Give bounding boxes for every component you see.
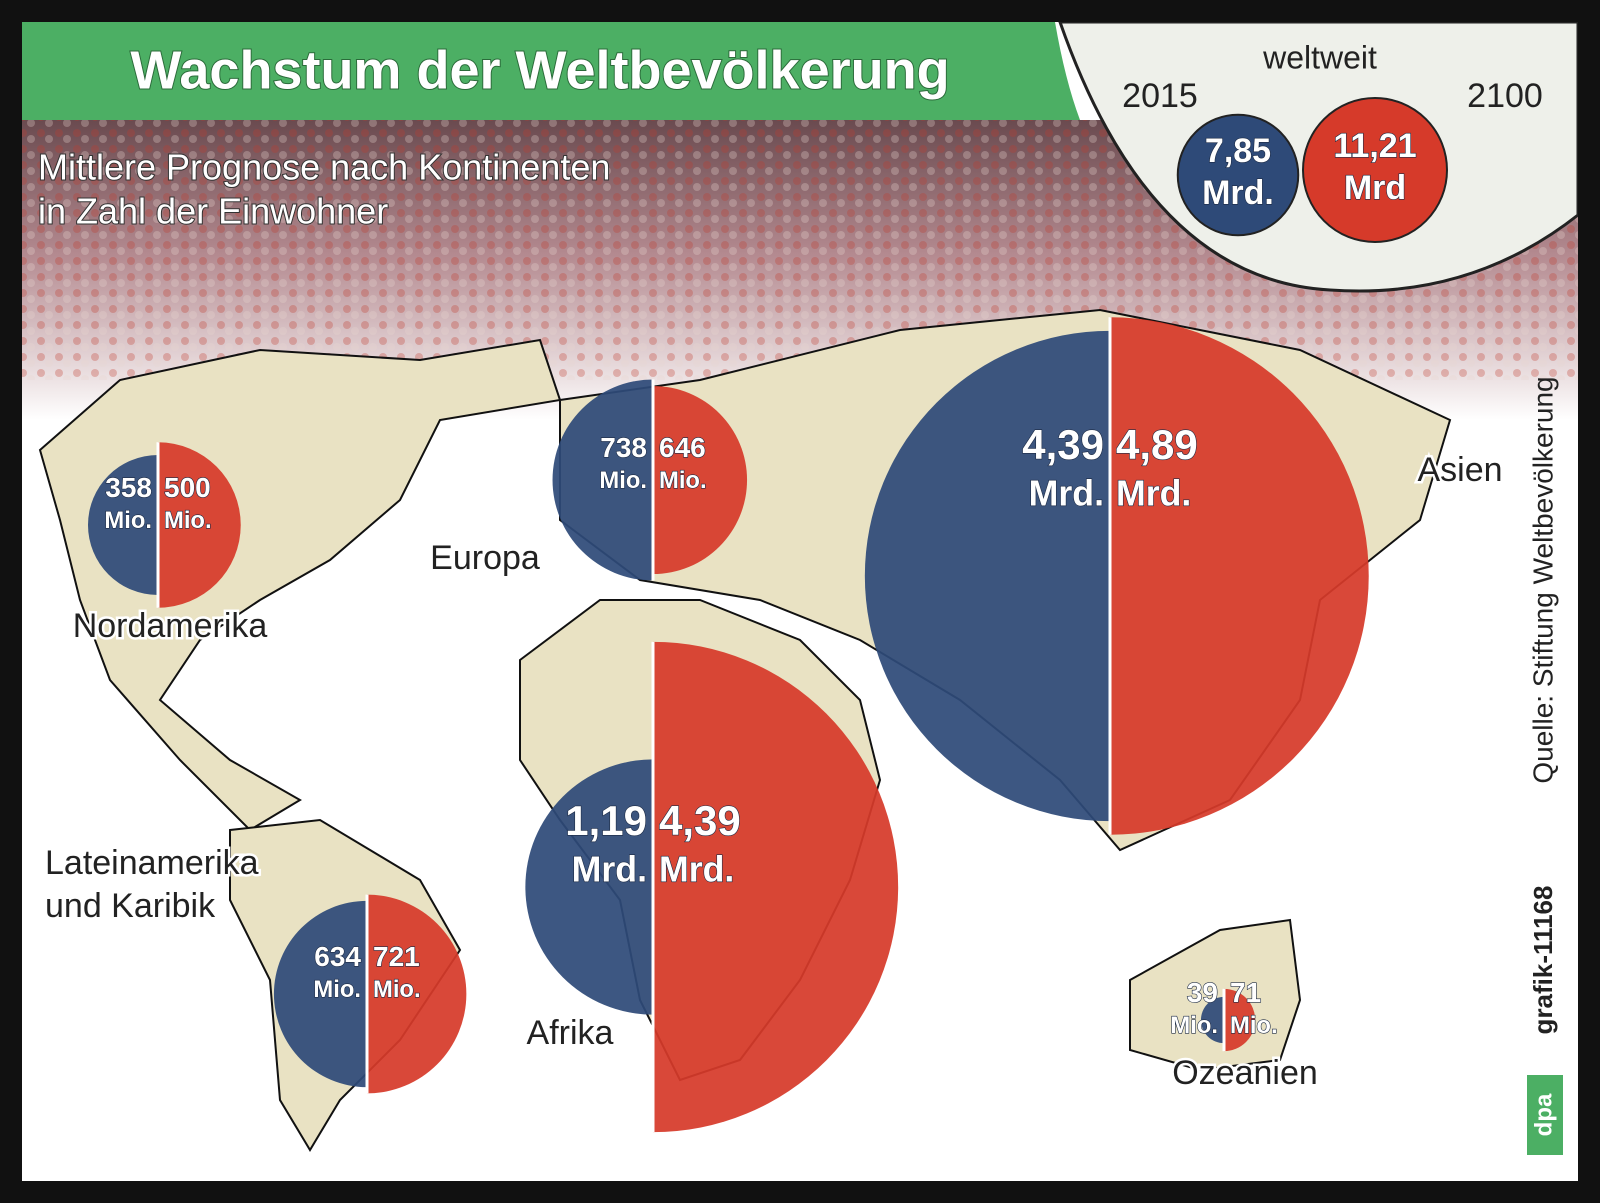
half-circle-2100 xyxy=(653,641,899,1133)
title-bar xyxy=(22,22,1080,120)
value-label: 634 xyxy=(314,941,361,972)
worldwide-label: weltweit xyxy=(1262,39,1377,75)
half-circle-2100 xyxy=(158,442,241,608)
worldwide-circles: 7,85 Mrd. 11,21 Mrd xyxy=(1176,97,1448,243)
unit-label: Mio. xyxy=(599,467,647,494)
subtitle: Mittlere Prognose nach Kontinenten xyxy=(38,147,610,188)
half-circle-2100 xyxy=(653,385,748,575)
unit-label: Mrd. xyxy=(1116,474,1191,514)
value-label: 358 xyxy=(105,472,152,503)
worldwide-circle xyxy=(1302,97,1448,243)
continent-name: Europa xyxy=(430,539,540,577)
half-circle-2015 xyxy=(525,759,653,1015)
credit: grafik-11168 xyxy=(1528,886,1558,1035)
logo-box xyxy=(1527,1075,1563,1155)
value-label: 71 xyxy=(1230,977,1261,1008)
unit-label: Mrd. xyxy=(1202,174,1274,212)
value-label: 4,39 xyxy=(1022,421,1104,468)
unit-label: Mio. xyxy=(659,467,707,494)
value-label: 1,19 xyxy=(565,797,647,844)
half-circle-2015 xyxy=(273,900,367,1088)
value-label: 738 xyxy=(600,432,647,463)
continent-name: Lateinamerika xyxy=(45,844,259,882)
value-label: 39 xyxy=(1187,977,1218,1008)
half-circle-2015 xyxy=(552,379,653,581)
value-label: 4,39 xyxy=(659,797,741,844)
year-label: 2100 xyxy=(1467,77,1543,115)
unit-label: Mrd. xyxy=(659,850,734,890)
land xyxy=(1129,918,1302,1072)
unit-label: Mrd. xyxy=(572,850,647,890)
logo: dpa xyxy=(1530,1093,1557,1136)
continent-name: Afrika xyxy=(527,1014,614,1052)
value-label: 4,89 xyxy=(1116,421,1198,468)
half-circle-2100 xyxy=(1110,317,1369,835)
unit-label: Mrd. xyxy=(1029,474,1104,514)
half-circle-2015 xyxy=(1200,996,1224,1044)
half-circle-2100 xyxy=(367,894,467,1094)
value-label: 646 xyxy=(659,432,706,463)
continent-name: Ozeanien xyxy=(1172,1054,1318,1092)
year-label: 2015 xyxy=(1122,77,1198,115)
unit-label: Mio. xyxy=(164,507,212,534)
continent-name: und Karibik xyxy=(45,887,216,925)
worldwide-circle xyxy=(1176,113,1300,237)
unit-label: Mio. xyxy=(313,976,361,1003)
subtitle: in Zahl der Einwohner xyxy=(38,191,388,232)
unit-label: Mrd xyxy=(1344,169,1406,207)
value-label: 500 xyxy=(164,472,211,503)
value-label: 721 xyxy=(373,941,420,972)
value-label: 11,21 xyxy=(1333,127,1416,165)
half-circle-2100 xyxy=(1224,988,1256,1052)
unit-label: Mio. xyxy=(373,976,421,1003)
unit-label: Mio. xyxy=(1230,1012,1278,1039)
unit-label: Mio. xyxy=(1170,1012,1218,1039)
continent-name: Nordamerika xyxy=(73,607,268,645)
half-circle-2015 xyxy=(87,454,158,596)
title: Wachstum der Weltbevölkerung xyxy=(130,40,949,100)
unit-label: Mio. xyxy=(104,507,152,534)
source: Quelle: Stiftung Weltbevölkerung xyxy=(1527,376,1558,783)
value-label: 7,85 xyxy=(1205,132,1271,170)
continent-name: Asien xyxy=(1417,451,1502,489)
half-circle-2015 xyxy=(864,330,1110,822)
continent-bubbles: 358 Mio. 500 Mio. Nordamerika 738 Mio. 646 Mio. E… xyxy=(43,317,1505,1133)
